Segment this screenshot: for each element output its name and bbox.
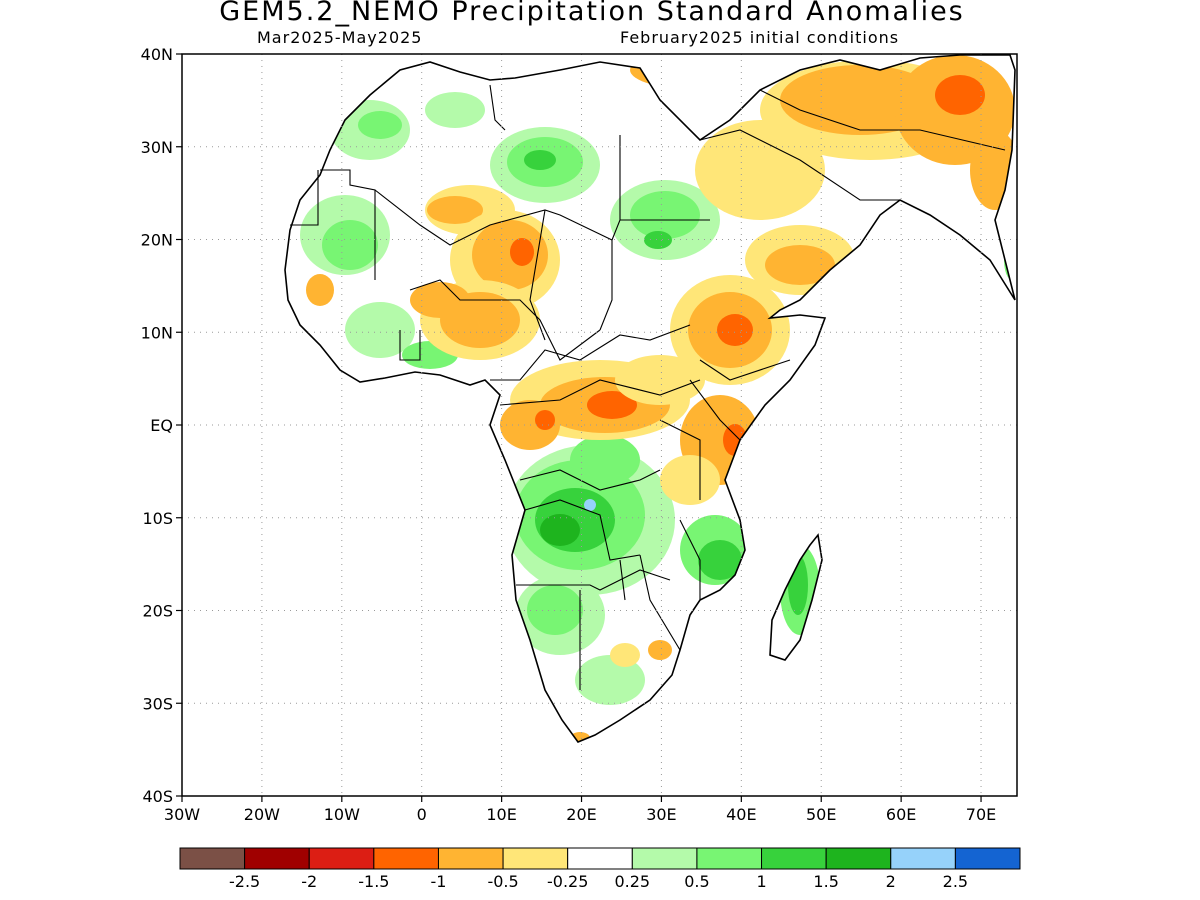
madagascar-coastline (769, 533, 823, 661)
legend-swatch (761, 847, 827, 870)
legend-swatch (437, 847, 504, 870)
legend-label: 1.5 (813, 872, 838, 891)
lon-tick-label: 10W (324, 805, 360, 824)
legend-swatch (502, 847, 569, 870)
legend-swatch (696, 847, 763, 870)
legend-swatch (567, 847, 633, 870)
legend-label: 2 (886, 872, 896, 891)
legend-swatch (825, 847, 892, 870)
chart-title: GEM5.2_NEMO Precipitation Standard Anoma… (219, 0, 965, 27)
legend-swatch (954, 847, 1021, 870)
legend-label: 0.25 (614, 872, 650, 891)
lat-tick-label: 40N (141, 45, 173, 64)
legend-label: -0.25 (547, 872, 588, 891)
legend-label: -1.5 (358, 872, 389, 891)
legend-swatch (890, 847, 956, 870)
lon-tick-label: 30W (164, 805, 200, 824)
lat-tick-label: EQ (150, 416, 173, 435)
lon-tick-label: 30E (646, 805, 676, 824)
lat-tick-label: 40S (142, 787, 173, 806)
lon-tick-label: 0 (417, 805, 427, 824)
legend-swatch (244, 847, 310, 870)
lon-tick-label: 50E (806, 805, 836, 824)
lat-tick-label: 30S (142, 694, 173, 713)
initial-conditions: February2025 initial conditions (620, 28, 900, 47)
color-legend: -2.5 -2 -1.5 -1 -0.5 -0.25 0.25 0.5 1 1.5 2 2.5 (179, 847, 1021, 891)
legend-label: -2 (301, 872, 317, 891)
lon-tick-label: 70E (966, 805, 996, 824)
legend-label: -2.5 (229, 872, 260, 891)
lon-tick-label: 20E (566, 805, 596, 824)
lat-tick-label: 20S (142, 602, 173, 621)
legend-swatch (631, 847, 698, 870)
legend-swatch (373, 847, 439, 870)
legend-swatch (179, 847, 246, 870)
country-borders (290, 84, 1006, 690)
lon-tick-label: 10E (486, 805, 516, 824)
legend-label: 1 (756, 872, 766, 891)
legend-label: 0.5 (684, 872, 709, 891)
legend-swatch (308, 847, 375, 870)
longitude-axis: 30W 20W 10W 0 10E 20E 30E 40E 50E 60E 70E (164, 796, 996, 824)
lon-tick-label: 40E (726, 805, 756, 824)
lat-tick-label: 10N (141, 323, 173, 342)
lon-tick-label: 20W (244, 805, 280, 824)
lat-tick-label: 20N (141, 231, 173, 250)
lat-tick-label: 10S (142, 509, 173, 528)
grid-lines (182, 54, 1017, 796)
legend-label: -0.5 (487, 872, 518, 891)
legend-label: 2.5 (943, 872, 968, 891)
latitude-axis: 40N 30N 20N 10N EQ 10S 20S 30S 40S (141, 45, 182, 806)
lat-tick-label: 30N (141, 138, 173, 157)
forecast-period: Mar2025-May2025 (257, 28, 423, 47)
lon-tick-label: 60E (886, 805, 916, 824)
legend-label: -1 (430, 872, 446, 891)
